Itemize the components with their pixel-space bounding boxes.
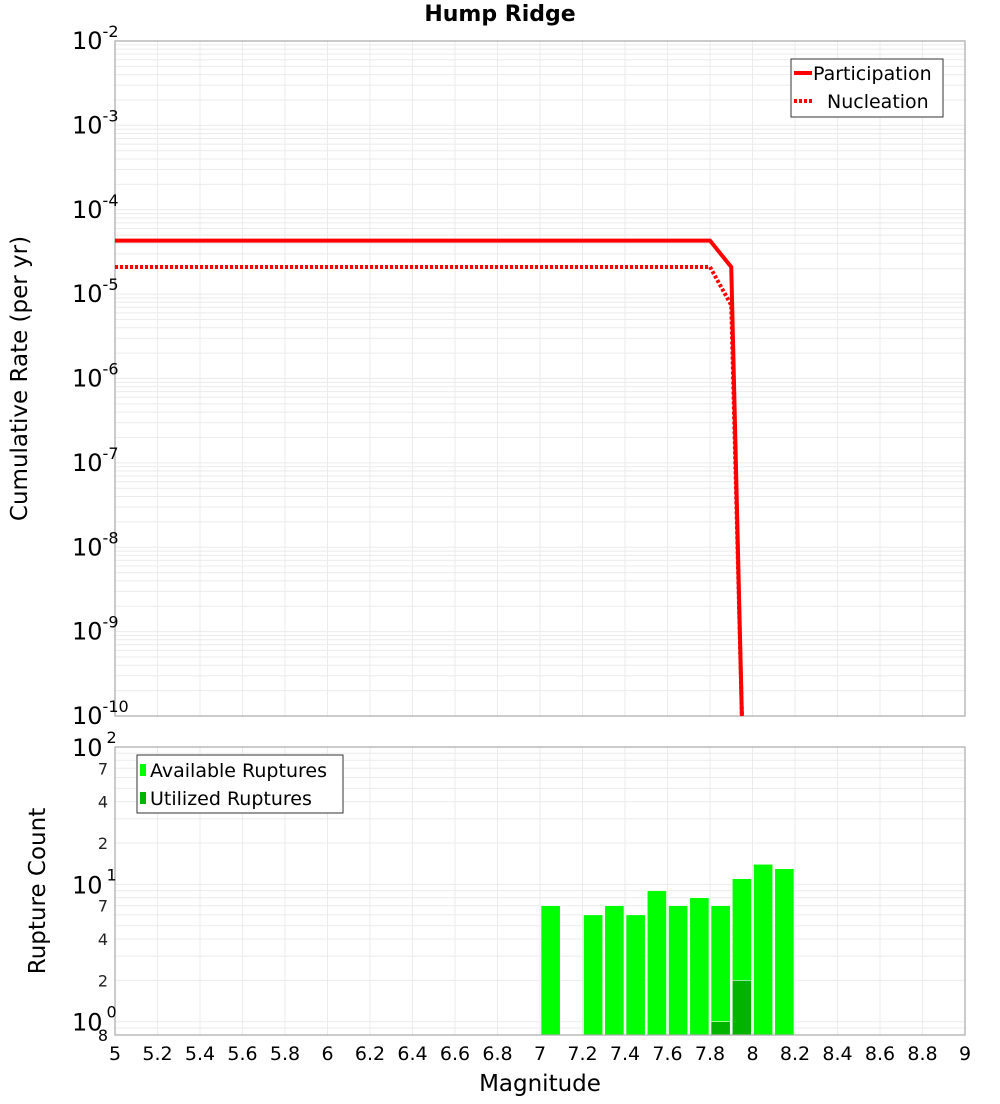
y-tick-label: 10-4 (72, 191, 119, 224)
legend-swatch (140, 792, 146, 804)
x-axis-label: Magnitude (479, 1071, 601, 1097)
x-tick-label: 5.2 (142, 1043, 172, 1065)
x-tick-label: 7.2 (567, 1043, 597, 1065)
y-minor-tick-label: 7 (98, 759, 108, 778)
bar-available-ruptures (689, 897, 710, 1036)
legend-label: Participation (813, 63, 932, 85)
y-axis-label: Cumulative Rate (per yr) (7, 236, 33, 521)
x-tick-label: 8.8 (907, 1043, 937, 1065)
x-tick-label: 7.6 (652, 1043, 682, 1065)
bar-utilized-ruptures (731, 980, 752, 1036)
y-minor-tick-label: 7 (98, 897, 108, 916)
legend-box (790, 58, 944, 118)
x-tick-label: 5.4 (185, 1043, 215, 1065)
y-minor-tick-label: 4 (98, 793, 108, 812)
y-minor-tick-label: 2 (98, 971, 108, 990)
top-gridlines (114, 41, 966, 717)
x-tick-label: 8.6 (865, 1043, 895, 1065)
series-line-nucleation (115, 264, 744, 716)
legend-swatch (140, 764, 146, 776)
x-tick-label: 6.8 (482, 1043, 512, 1065)
top-plot: 10-2 10-3 10-4 10-5 10-6 10-7 10-8 10-9 10-10 Cum… (7, 22, 966, 730)
x-tick-label: 6 (321, 1043, 333, 1065)
bar-available-ruptures (540, 905, 561, 1036)
x-axis: 5 5.2 5.4 5.6 5.8 6 6.2 6.4 6.6 6.8 7 7.2 7.4 7.6 7.8 8… (109, 1043, 971, 1097)
bar-available-ruptures (774, 868, 795, 1036)
bar-available-ruptures (583, 914, 604, 1036)
legend-label: Nucleation (827, 91, 929, 113)
bar-available-ruptures (625, 914, 646, 1036)
x-tick-label: 7.4 (610, 1043, 640, 1065)
legend-label: Available Ruptures (150, 760, 327, 782)
x-tick-label: 5 (109, 1043, 121, 1065)
y-tick-label: 10-9 (72, 613, 119, 646)
x-tick-label: 8.4 (822, 1043, 852, 1065)
x-tick-label: 5.6 (227, 1043, 257, 1065)
y-tick-label: 10-10 (72, 697, 129, 730)
y-tick-label: 10-5 (72, 275, 119, 308)
legend-label: Utilized Ruptures (150, 788, 312, 810)
x-tick-label: 6.2 (355, 1043, 385, 1065)
bar-available-ruptures (753, 863, 774, 1036)
y-axis-label: Rupture Count (25, 808, 51, 974)
x-tick-label: 7.8 (695, 1043, 725, 1065)
chart-title: Hump Ridge (424, 2, 576, 27)
y-minor-tick-label: 2 (98, 834, 108, 853)
bar-available-ruptures (668, 905, 689, 1036)
y-tick-label: 10 0 (72, 1003, 117, 1037)
x-tick-label: 6.4 (397, 1043, 427, 1065)
bar-available-ruptures (710, 905, 731, 1036)
x-tick-label: 5.8 (270, 1043, 300, 1065)
bottom-plot-frame (114, 746, 966, 1036)
y-tick-label: 10-3 (72, 106, 119, 139)
y-tick-label: 10-8 (72, 528, 119, 561)
y-tick-label: 10 1 (72, 865, 117, 899)
y-tick-label: 10-6 (72, 360, 119, 393)
top-y-axis: 10-2 10-3 10-4 10-5 10-6 10-7 10-8 10-9 10-10 (72, 22, 129, 730)
bars (540, 863, 795, 1036)
x-tick-label: 7 (534, 1043, 546, 1065)
y-tick-label: 10 2 (72, 728, 117, 762)
y-tick-label: 10-7 (72, 444, 119, 477)
bar-available-ruptures (646, 890, 667, 1036)
bar-available-ruptures (604, 905, 625, 1036)
x-tick-label: 9 (959, 1043, 971, 1065)
top-plot-frame (114, 40, 966, 717)
x-tick-label: 6.6 (440, 1043, 470, 1065)
x-tick-label: 8 (746, 1043, 758, 1065)
y-minor-tick-label: 8 (98, 1026, 108, 1045)
bar-utilized-ruptures (710, 1021, 731, 1036)
y-minor-tick-label: 4 (98, 930, 108, 949)
legend-box (136, 754, 344, 814)
top-series (115, 238, 744, 716)
x-tick-label: 8.2 (780, 1043, 810, 1065)
y-tick-label: 10-2 (72, 22, 119, 55)
top-legend: Participation Nucleation (790, 58, 944, 118)
bottom-legend: Available Ruptures Utilized Ruptures (136, 754, 344, 814)
